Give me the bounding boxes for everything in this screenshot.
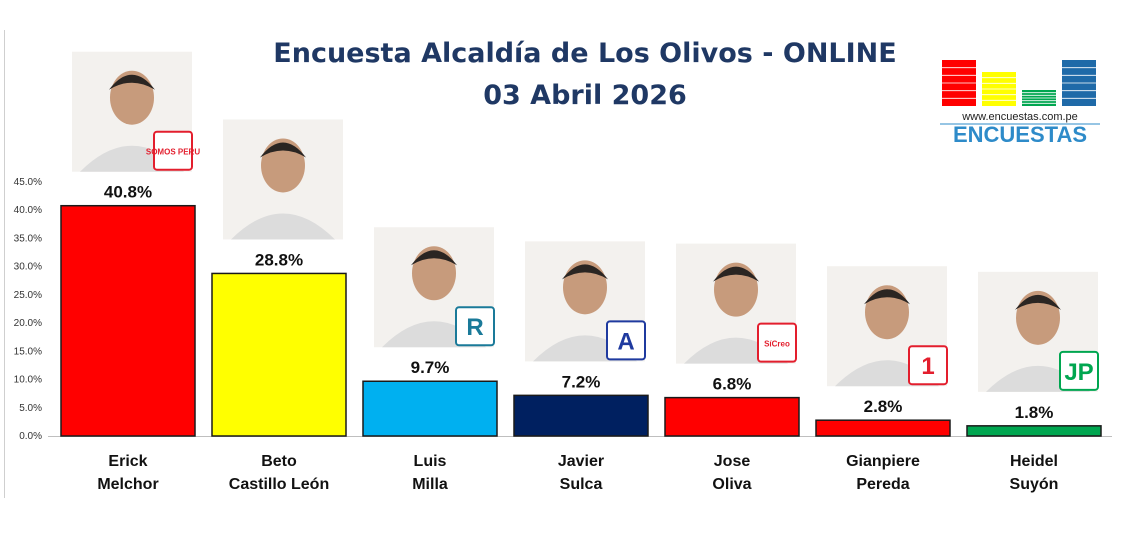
data-label: 2.8% <box>864 397 903 416</box>
candidate-photo <box>223 119 343 240</box>
category-label: Melchor <box>97 476 158 493</box>
logo-brand: ENCUESTAS <box>953 122 1087 145</box>
bar <box>211 272 347 437</box>
category-label: Milla <box>412 476 448 493</box>
category-label: Castillo León <box>229 476 329 493</box>
svg-text:A: A <box>617 328 634 355</box>
svg-text:JP: JP <box>1064 359 1093 386</box>
party-logo: SOMOS PERU <box>146 130 200 171</box>
bar <box>60 204 196 437</box>
data-label: 6.8% <box>713 375 752 394</box>
party-logo: R <box>455 306 495 347</box>
category-label: Javier <box>558 453 604 470</box>
category-label: Suyón <box>1010 476 1059 493</box>
svg-text:1: 1 <box>921 353 934 380</box>
bar <box>513 394 649 437</box>
logo-url: www.encuestas.com.pe <box>961 111 1078 123</box>
party-logo: 1 <box>908 345 948 386</box>
category-label: Heidel <box>1010 453 1058 470</box>
y-tick-label: 30.0% <box>14 262 42 273</box>
y-tick-label: 5.0% <box>19 403 42 414</box>
data-label: 1.8% <box>1015 403 1054 422</box>
y-tick-label: 15.0% <box>14 346 42 357</box>
y-tick-label: 0.0% <box>19 431 42 442</box>
bar <box>815 419 951 437</box>
bar <box>966 425 1102 437</box>
category-label: Beto <box>261 453 297 470</box>
encuestas-logo: www.encuestas.com.pe ENCUESTAS <box>940 60 1100 145</box>
party-logo: JP <box>1059 350 1099 391</box>
y-tick-label: 25.0% <box>14 290 42 301</box>
svg-text:R: R <box>466 314 483 341</box>
category-label: Oliva <box>712 476 751 493</box>
category-label: Jose <box>714 453 751 470</box>
party-logo: SíCreo <box>757 322 797 363</box>
data-label: 7.2% <box>562 372 601 391</box>
y-tick-label: 40.0% <box>14 205 42 216</box>
category-label: Gianpiere <box>846 453 920 470</box>
category-label: Sulca <box>560 476 603 493</box>
category-label: Luis <box>414 453 447 470</box>
y-tick-label: 20.0% <box>14 318 42 329</box>
bar <box>362 380 498 437</box>
category-label: Erick <box>108 453 147 470</box>
bar <box>664 396 800 437</box>
chart-subtitle: 03 Abril 2026 <box>483 80 687 111</box>
y-tick-label: 10.0% <box>14 375 42 386</box>
svg-text:SOMOS PERU: SOMOS PERU <box>146 148 200 157</box>
data-label: 40.8% <box>104 183 152 202</box>
y-tick-label: 45.0% <box>14 177 42 188</box>
svg-text:SíCreo: SíCreo <box>764 340 790 349</box>
category-label: Pereda <box>856 476 909 493</box>
data-label: 9.7% <box>411 358 450 377</box>
y-tick-label: 35.0% <box>14 233 42 244</box>
party-logo: A <box>606 320 646 361</box>
data-label: 28.8% <box>255 250 303 269</box>
frame-border <box>4 30 5 498</box>
chart-title: Encuesta Alcaldía de Los Olivos - ONLINE <box>273 38 897 69</box>
